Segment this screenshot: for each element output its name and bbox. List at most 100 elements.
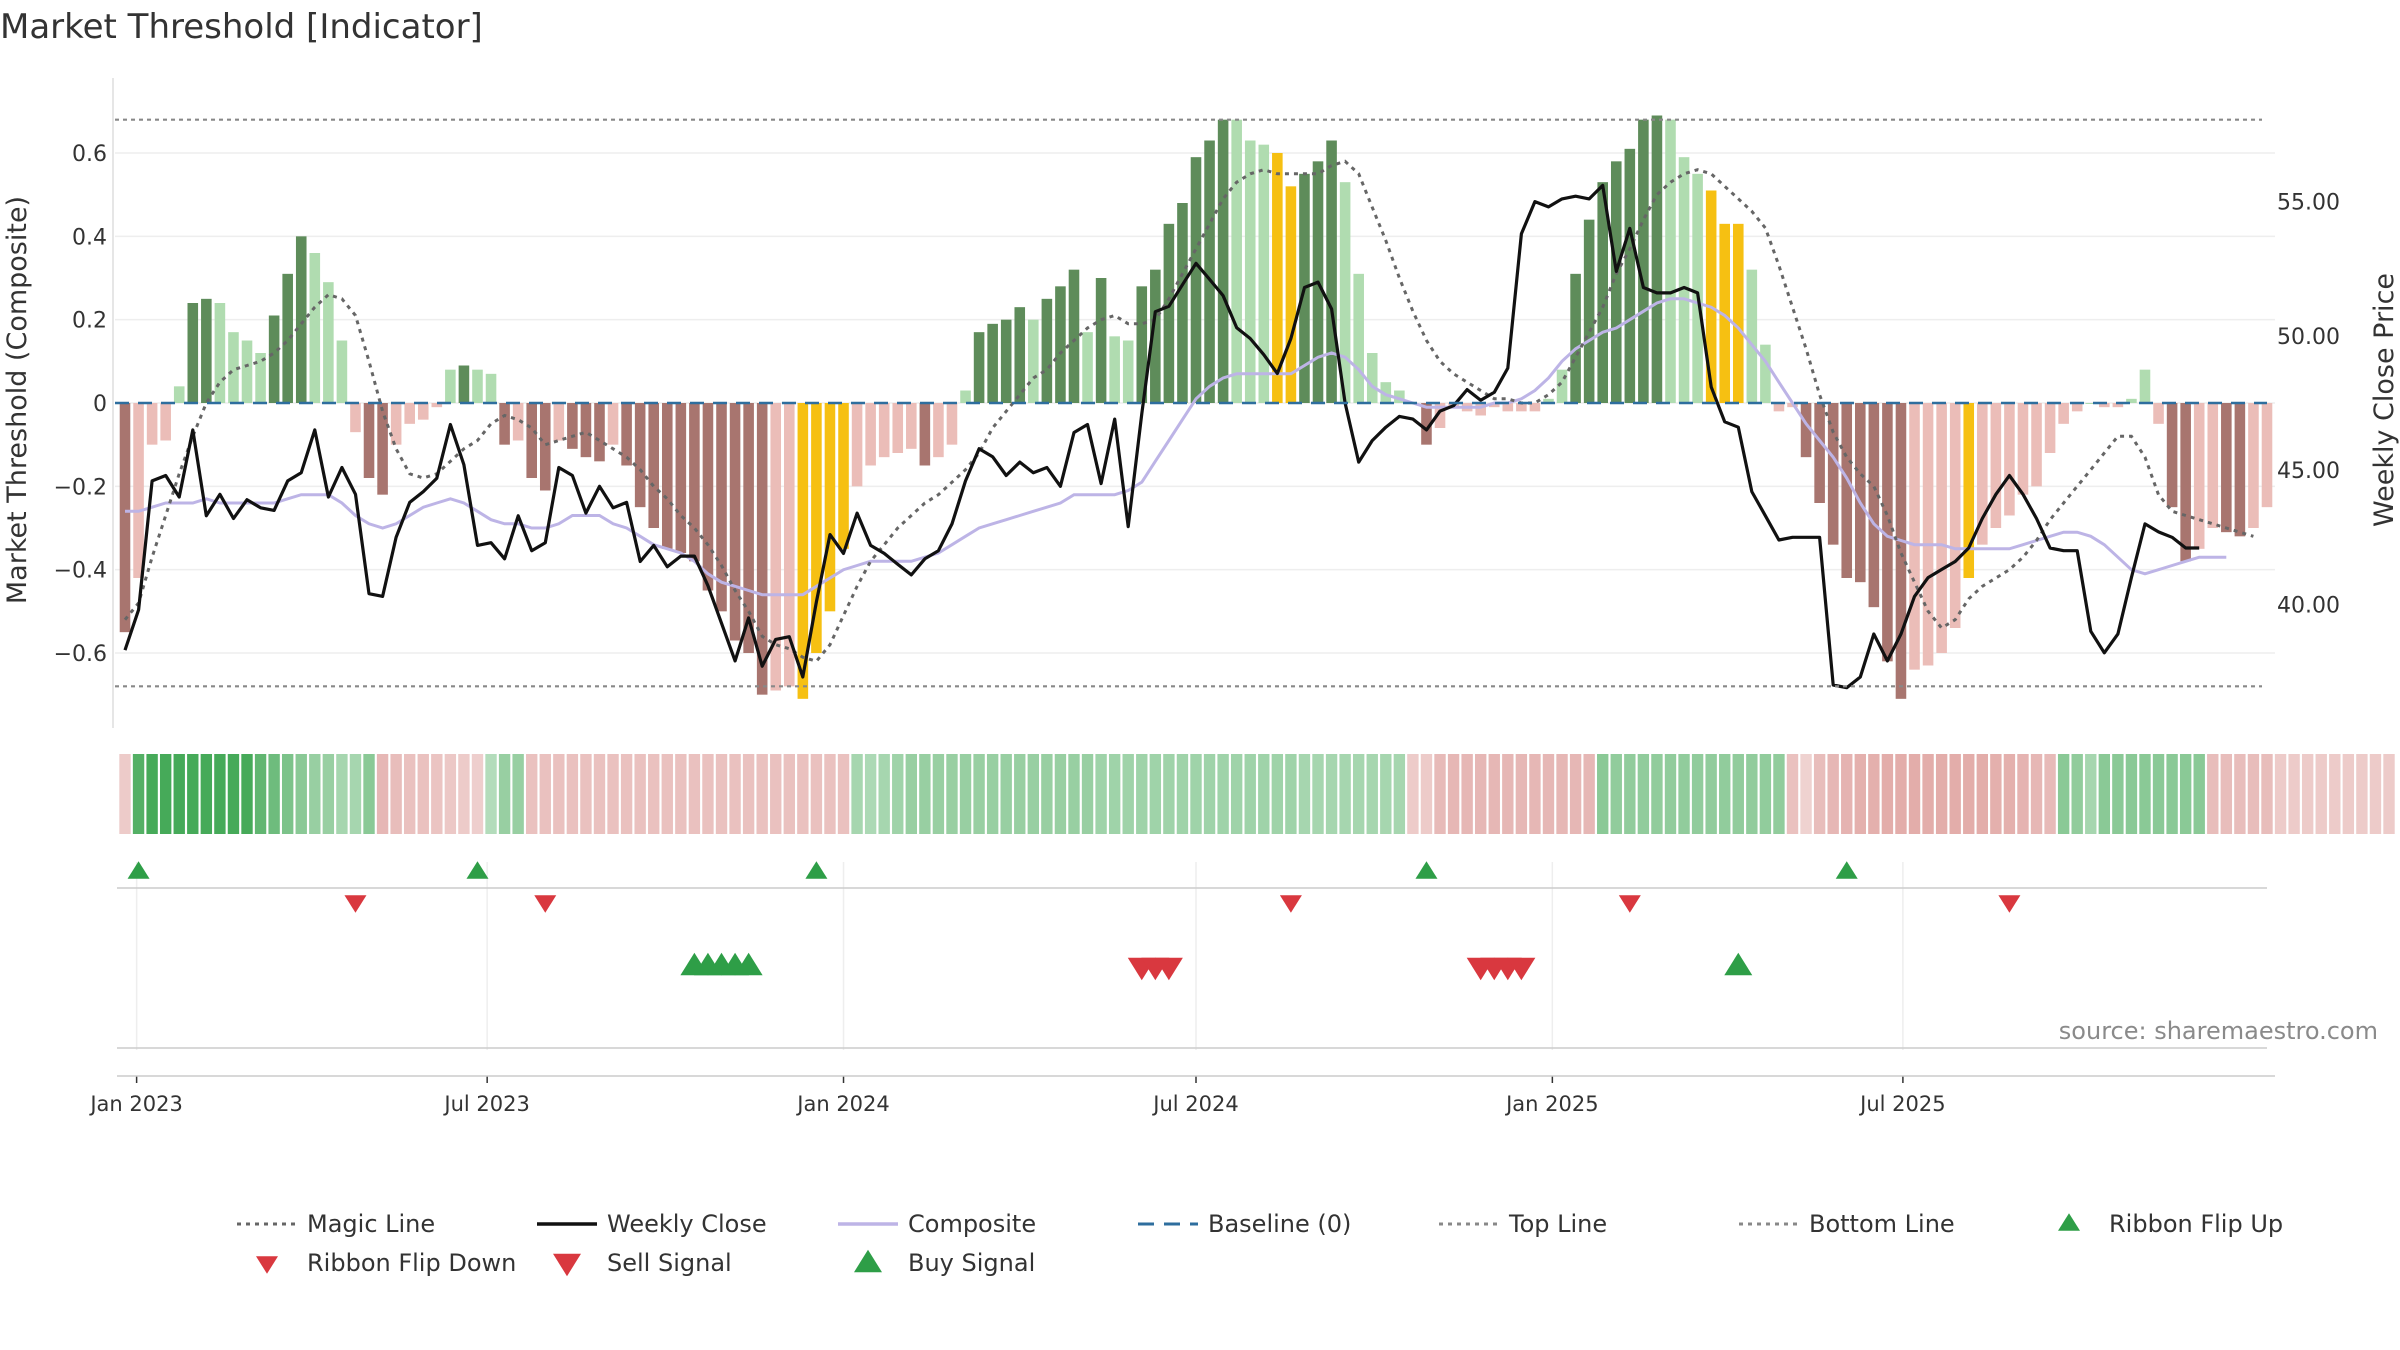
- x-axis: Jan 2023 Jul 2023 Jan 2024 Jul 2024 Jan 2025…: [88, 1075, 2275, 1116]
- composite-bar: [865, 403, 876, 466]
- composite-bar: [2058, 403, 2069, 424]
- composite-bar: [1624, 148, 1636, 403]
- composite-bar: [648, 403, 660, 528]
- composite-bar: [1855, 403, 1866, 583]
- composite-bar: [1475, 403, 1486, 416]
- composite-bar: [960, 390, 971, 403]
- composite-bar: [2044, 403, 2056, 453]
- composite-bar: [1949, 403, 1961, 628]
- composite-bar: [2017, 403, 2029, 495]
- composite-bar: [1529, 403, 1541, 412]
- composite-bar: [2166, 403, 2178, 508]
- ribbon-cell: [864, 754, 877, 834]
- ribbon-cell: [1990, 754, 2002, 834]
- composite-bar: [2139, 369, 2151, 403]
- composite-bar: [282, 273, 293, 403]
- ribbon-cell: [986, 754, 999, 834]
- ribbon-cell: [566, 754, 579, 834]
- ribbon-cell: [1380, 754, 1392, 834]
- ribbon-cell: [1664, 754, 1677, 834]
- ribbon-cell: [1461, 754, 1473, 834]
- ribbon-cell: [1908, 754, 1921, 834]
- composite-bar: [1421, 403, 1432, 445]
- ribbon-cell: [1258, 754, 1270, 834]
- ribbon-cell: [2044, 754, 2056, 834]
- ribbon-cell: [512, 754, 524, 834]
- ribbon-cell: [132, 754, 145, 834]
- composite-bar: [2261, 403, 2273, 508]
- ribbon-cell: [1352, 754, 1365, 834]
- composite-bar: [2221, 403, 2232, 533]
- ribbon-cell: [1041, 754, 1053, 834]
- ribbon-cell: [919, 754, 931, 834]
- ribbon-cell: [146, 754, 158, 834]
- composite-bar: [1760, 344, 1771, 403]
- ribbon-cell: [376, 754, 389, 834]
- legend-swatch: [553, 1253, 581, 1277]
- ribbon-cell: [485, 754, 497, 834]
- composite-bar: [675, 403, 687, 553]
- ribbon-cell: [1298, 754, 1311, 834]
- buy-signal-marker: [1724, 952, 1753, 976]
- ribbon-cell: [1502, 754, 1514, 834]
- legend-label: Bottom Line: [1809, 1210, 1955, 1238]
- composite-bar: [1651, 115, 1663, 403]
- ribbon-cell: [932, 754, 945, 834]
- composite-bar: [2153, 403, 2164, 424]
- legend-swatch: [2058, 1213, 2080, 1231]
- composite-bar: [2193, 403, 2205, 549]
- ribbon-cell: [2152, 754, 2165, 834]
- ribbon-cell: [715, 754, 728, 834]
- ribbon-cell: [2017, 754, 2029, 834]
- composite-bar: [1841, 403, 1853, 578]
- ribbon-cell: [1963, 754, 1975, 834]
- composite-bar: [228, 332, 239, 403]
- ribbon-cell: [1014, 754, 1026, 834]
- composite-bar: [201, 298, 212, 403]
- composite-bar: [404, 403, 415, 424]
- x-tick-label: Jan 2023: [88, 1092, 183, 1116]
- ribbon-cell: [1759, 754, 1772, 834]
- ribbon-flip-up-marker: [127, 861, 150, 879]
- ribbon-cell: [580, 754, 592, 834]
- ribbon-flip-up-marker: [466, 861, 489, 879]
- composite-bar: [363, 403, 375, 478]
- ribbon-cell: [1624, 754, 1636, 834]
- composite-bar: [580, 403, 592, 458]
- composite-bar: [756, 403, 768, 695]
- ribbon-cell: [1095, 754, 1107, 834]
- ribbon-cell: [1786, 754, 1799, 834]
- buy-signal-marker: [734, 952, 763, 976]
- ribbon-flip-down-marker: [534, 895, 557, 913]
- ribbon-cell: [295, 754, 307, 834]
- ribbon-cell: [254, 754, 267, 834]
- ribbon-cell: [1393, 754, 1406, 834]
- composite-bar: [1326, 140, 1337, 403]
- composite-bar: [1339, 182, 1351, 403]
- composite-bar: [146, 403, 158, 445]
- ribbon-cell: [200, 754, 213, 834]
- composite-bar: [878, 403, 890, 458]
- composite-bar: [1583, 219, 1595, 403]
- composite-bar: [309, 253, 321, 403]
- ribbon-cell: [2030, 754, 2043, 834]
- ribbon-cell: [661, 754, 673, 834]
- ribbon-cell: [851, 754, 863, 834]
- composite-bar: [431, 403, 443, 408]
- composite-bar: [1638, 119, 1649, 404]
- ribbon-cell: [620, 754, 633, 834]
- ribbon-cell: [634, 754, 646, 834]
- axes: 0.6 0.4 0.2 0 −0.2 −0.4 −0.6 55.00 50.00 45.00 40.…: [54, 78, 2340, 728]
- ribbon-cell: [2301, 754, 2314, 834]
- chart-title: Market Threshold [Indicator]: [0, 7, 483, 47]
- ribbon-cell: [973, 754, 985, 834]
- ribbon-cell: [1935, 754, 1948, 834]
- composite-bar: [1963, 403, 1975, 578]
- y-tick-left: 0.2: [72, 309, 107, 334]
- composite-bar: [1895, 403, 1907, 699]
- composite-bar: [1882, 403, 1893, 662]
- composite-bar: [567, 403, 578, 449]
- ribbon-cell: [797, 754, 809, 834]
- legend-label: Weekly Close: [607, 1210, 767, 1238]
- ribbon-cell: [1434, 754, 1446, 834]
